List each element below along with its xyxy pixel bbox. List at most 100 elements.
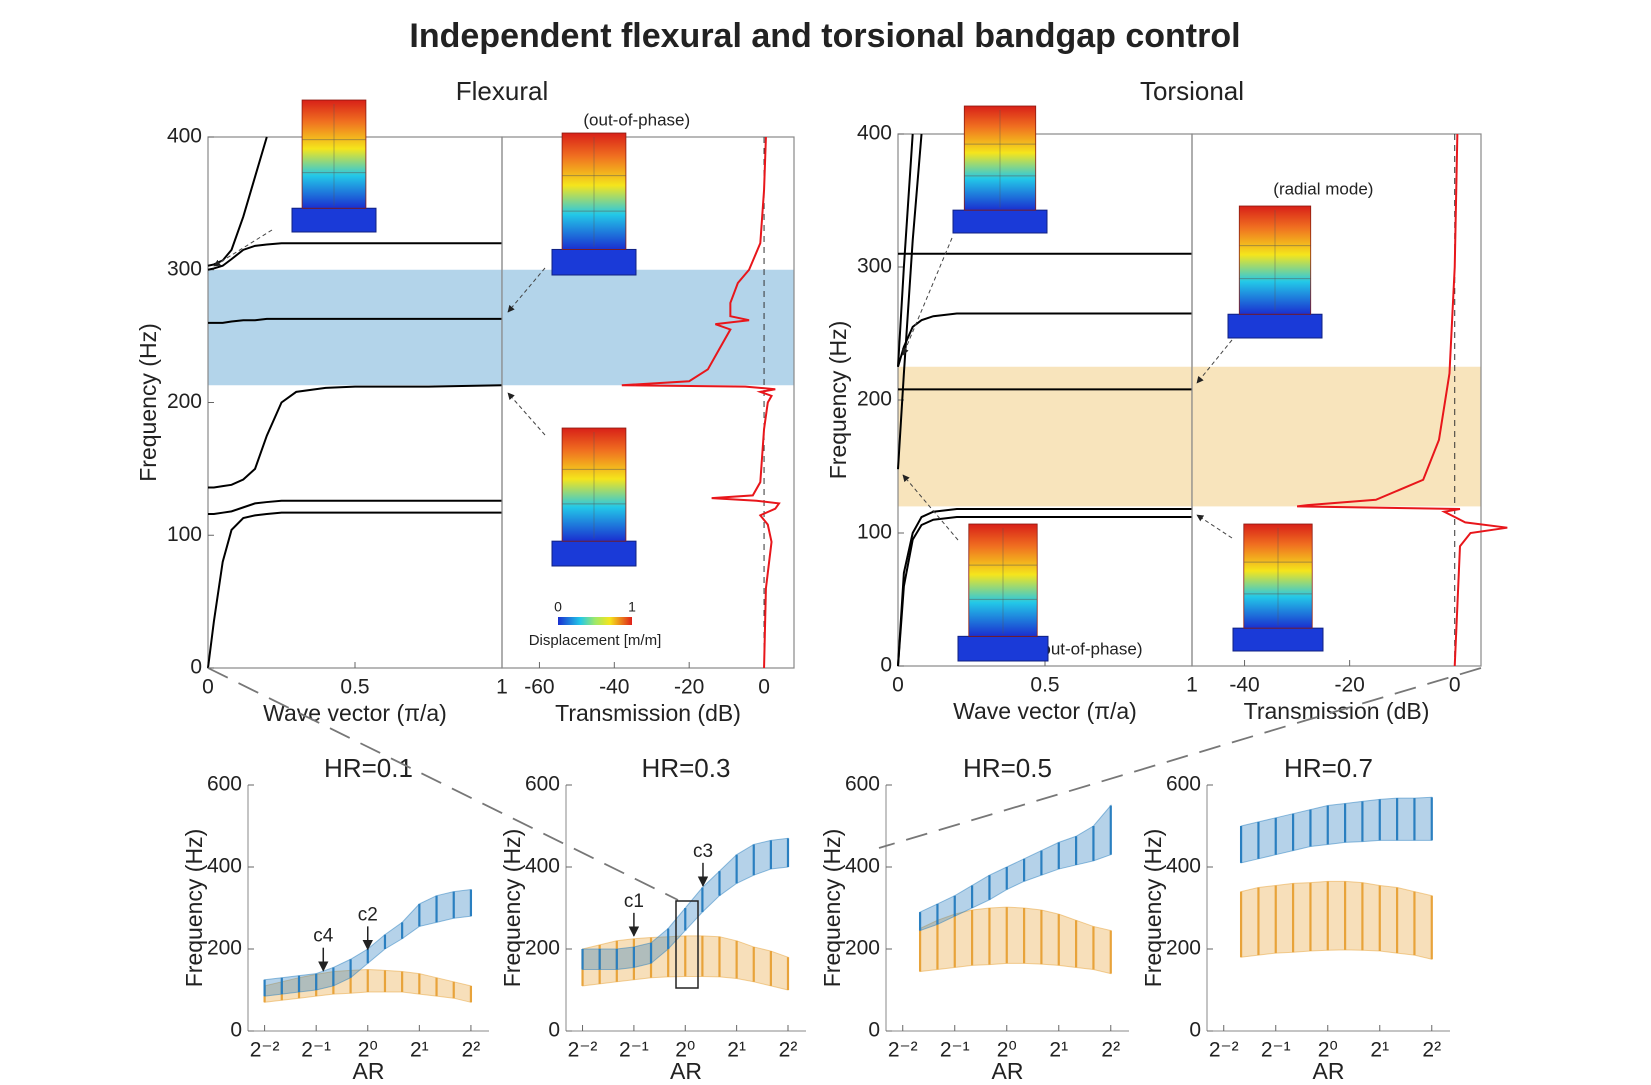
- y-tick-label: 200: [207, 937, 242, 960]
- y-axis-label: Frequency (Hz): [819, 829, 845, 987]
- x-tick-label: 0.5: [340, 676, 369, 699]
- bandgap: [1192, 366, 1481, 507]
- y-axis-label: Frequency (Hz): [1140, 829, 1166, 987]
- x-axis-label: Transmission (dB): [555, 700, 741, 726]
- y-tick-label: 400: [1166, 855, 1201, 878]
- annotation: (out-of-phase): [583, 111, 690, 130]
- annotation: c1: [624, 891, 644, 912]
- panel-title: Torsional: [1140, 76, 1244, 106]
- x-tick-label: 0: [202, 676, 214, 699]
- panel-title: HR=0.1: [324, 753, 413, 783]
- y-tick-label: 400: [167, 125, 202, 148]
- band-area: [1240, 880, 1433, 960]
- y-tick-label: 200: [857, 388, 892, 411]
- x-tick-label: 2¹: [410, 1039, 429, 1062]
- mode-shape-body: [561, 427, 627, 542]
- zoom-connector: [878, 667, 1482, 849]
- y-tick-label: 600: [845, 773, 880, 796]
- x-tick-label: 1: [1186, 674, 1198, 697]
- x-tick-label: -20: [1334, 674, 1364, 697]
- x-tick-label: 2⁻²: [568, 1039, 598, 1062]
- x-axis-label: AR: [353, 1058, 385, 1084]
- mode-pointer: [507, 267, 546, 313]
- dispersion-branch: [897, 516, 1192, 667]
- dispersion-branch: [207, 511, 502, 669]
- colorbar-tick-label: 1: [628, 599, 636, 615]
- dispersion-branch: [208, 317, 502, 324]
- annotation: c3: [693, 841, 713, 862]
- mode-shape-base: [1232, 627, 1324, 652]
- y-tick-label: 100: [857, 521, 892, 544]
- mode-shape-body: [1238, 205, 1312, 315]
- x-tick-label: 0: [1449, 674, 1461, 697]
- x-tick-label: 2⁻¹: [940, 1039, 970, 1062]
- dispersion-branch: [897, 133, 923, 470]
- x-tick-label: 2⁻²: [1209, 1039, 1239, 1062]
- mode-shape-base: [952, 209, 1048, 234]
- mode-pointer: [1196, 514, 1233, 539]
- y-axis-label: Frequency (Hz): [181, 829, 207, 987]
- x-axis-label: AR: [1313, 1058, 1345, 1084]
- y-tick-label: 0: [230, 1019, 242, 1042]
- mode-shape-base: [1227, 313, 1323, 339]
- mode-shape-base: [291, 207, 377, 233]
- x-tick-label: 2⁻²: [888, 1039, 918, 1062]
- x-tick-label: 0.5: [1030, 674, 1059, 697]
- axes-box: [1191, 133, 1482, 667]
- y-tick-label: 400: [845, 855, 880, 878]
- bandgap: [502, 269, 794, 386]
- x-tick-label: 2¹: [1049, 1039, 1068, 1062]
- y-tick-label: 0: [1189, 1019, 1201, 1042]
- y-axis-label: Frequency (Hz): [825, 321, 851, 479]
- panel-title: Flexural: [456, 76, 548, 106]
- mode-shape-body: [561, 132, 627, 250]
- y-axis-label: Frequency (Hz): [135, 323, 161, 481]
- x-axis-label: Wave vector (π/a): [263, 700, 447, 726]
- dispersion-branch: [897, 312, 1192, 368]
- x-tick-label: 2¹: [727, 1039, 746, 1062]
- transmission-curve: [621, 136, 781, 669]
- x-tick-label: 2⁻¹: [1261, 1039, 1291, 1062]
- x-tick-label: 2⁰: [358, 1039, 378, 1062]
- axes-box: [501, 136, 795, 669]
- y-tick-label: 200: [1166, 937, 1201, 960]
- transmission-curve: [1296, 133, 1508, 667]
- y-tick-label: 400: [525, 855, 560, 878]
- y-tick-label: 100: [167, 523, 202, 546]
- x-tick-label: -60: [524, 676, 554, 699]
- x-tick-label: 2⁰: [997, 1039, 1017, 1062]
- mode-shape-body: [1243, 523, 1313, 629]
- y-tick-label: 0: [868, 1019, 880, 1042]
- y-tick-label: 0: [190, 656, 202, 679]
- band-area: [1240, 796, 1433, 864]
- x-tick-label: 2²: [1422, 1039, 1441, 1062]
- x-tick-label: 0: [758, 676, 770, 699]
- x-tick-label: 2²: [779, 1039, 798, 1062]
- y-axis-label: Frequency (Hz): [499, 829, 525, 987]
- x-tick-label: 1: [496, 676, 508, 699]
- y-tick-label: 600: [1166, 773, 1201, 796]
- mode-shape-body: [963, 105, 1037, 211]
- zoom-connector: [207, 667, 679, 901]
- x-axis-label: AR: [992, 1058, 1024, 1084]
- mode-pointer: [213, 229, 273, 267]
- y-tick-label: 400: [207, 855, 242, 878]
- mode-shape-base: [957, 635, 1049, 662]
- y-tick-label: 600: [207, 773, 242, 796]
- colorbar-tick-label: 0: [554, 599, 562, 615]
- y-tick-label: 400: [857, 122, 892, 145]
- x-tick-label: 2¹: [1370, 1039, 1389, 1062]
- dispersion-branch: [897, 133, 914, 367]
- y-tick-label: 600: [525, 773, 560, 796]
- y-tick-label: 0: [548, 1019, 560, 1042]
- mode-shape-base: [551, 540, 637, 567]
- x-tick-label: 2⁰: [675, 1039, 695, 1062]
- annotation: (out-of-phase): [1036, 640, 1143, 659]
- figure-title: Independent flexural and torsional bandg…: [409, 17, 1240, 55]
- y-tick-label: 300: [167, 257, 202, 280]
- x-axis-label: AR: [670, 1058, 702, 1084]
- y-tick-label: 200: [167, 390, 202, 413]
- mode-shape-body: [968, 523, 1038, 637]
